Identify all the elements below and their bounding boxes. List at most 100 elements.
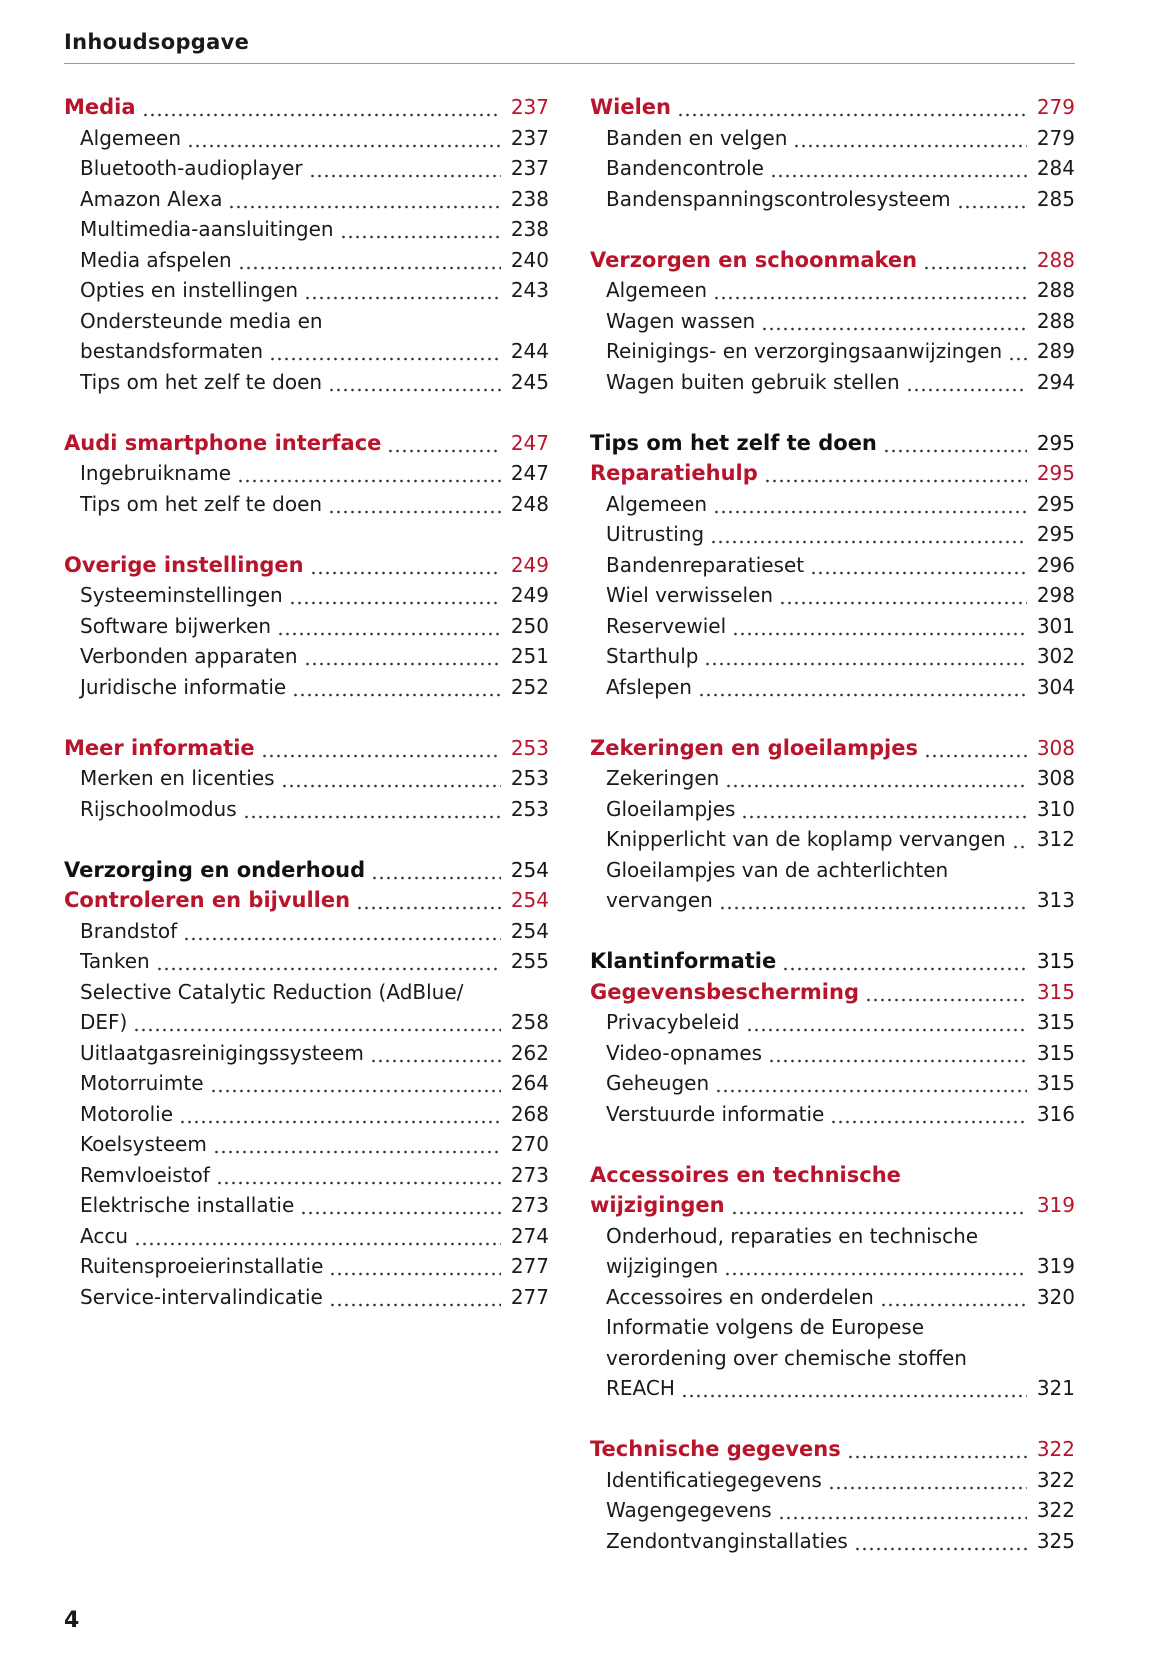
leader-dots	[846, 1434, 1027, 1465]
toc-entry: Informatie volgens de Europese	[590, 1312, 1075, 1343]
page-ref: 245	[510, 369, 549, 394]
page-ref: 284	[1036, 156, 1075, 180]
page-ref: 254	[510, 857, 549, 882]
page-ref: 288	[1036, 247, 1075, 272]
leader-dots	[956, 183, 1027, 214]
leader-dots	[745, 1007, 1027, 1038]
leader-dots	[242, 793, 501, 824]
leader-dots	[387, 427, 501, 458]
leader-dots	[882, 427, 1027, 458]
entry-text: wijzigingen	[590, 1193, 725, 1217]
toc-heading: Meer informatie 253	[64, 732, 549, 763]
page-ref: 238	[510, 186, 549, 211]
toc-entry: Wagengegevens 322	[590, 1495, 1075, 1526]
entry-text: Wielen	[590, 95, 671, 119]
toc-entry: Zendontvanginstallaties 325	[590, 1525, 1075, 1556]
leader-dots	[141, 92, 501, 123]
entry-text: vervangen	[606, 888, 713, 912]
page-ref: 321	[1036, 1376, 1075, 1400]
toc-entry: Accessoires en onderdelen 320	[590, 1281, 1075, 1312]
page-ref: 308	[1036, 735, 1075, 760]
page-ref: 295	[1036, 461, 1075, 485]
leader-dots	[339, 214, 501, 245]
toc-entry: Motorolie 268	[64, 1098, 549, 1129]
entry-text: Gloeilampjes van de achterlichten	[606, 857, 949, 882]
toc-entry: Verbonden apparaten 251	[64, 641, 549, 672]
toc-column: Wielen 279 Banden en velgen 279 Bandencontro…	[590, 92, 1075, 1556]
leader-dots	[879, 1281, 1027, 1312]
leader-dots	[853, 1525, 1027, 1556]
entry-text: Algemeen	[606, 278, 708, 302]
entry-text: Technische gegevens	[590, 1437, 841, 1461]
leader-dots	[304, 275, 501, 306]
entry-text: Wagen wassen	[606, 308, 756, 333]
page-ref: 247	[510, 430, 549, 455]
leader-dots	[741, 793, 1027, 824]
entry-text: Reinigings- en verzorgingsaanwijzingen	[606, 339, 1003, 363]
leader-dots	[133, 1007, 501, 1038]
toc-entry: Algemeen 288	[590, 275, 1075, 306]
entry-text: Accessoires en technische	[590, 1162, 901, 1187]
entry-text: Klantinformatie	[590, 949, 777, 973]
toc-entry: Tanken 255	[64, 946, 549, 977]
leader-dots	[713, 488, 1027, 519]
page-ref: 312	[1036, 827, 1075, 851]
entry-text: Elektrische installatie	[80, 1193, 295, 1217]
toc-entry: Gloeilampjes van de achterlichten	[590, 855, 1075, 886]
toc-entry: Koelsysteem 270	[64, 1129, 549, 1160]
entry-text: Reparatiehulp	[590, 461, 758, 485]
entry-text: Service-intervalindicatie	[80, 1284, 323, 1309]
entry-text: Amazon Alexa	[80, 186, 223, 211]
entry-text: Ingebruikname	[80, 461, 232, 485]
leader-dots	[697, 671, 1027, 702]
leader-dots	[730, 1190, 1027, 1221]
page-ref: 304	[1036, 674, 1075, 699]
page-ref: 250	[510, 613, 549, 638]
entry-text: Bandenreparatieset	[606, 552, 805, 577]
entry-text: Verzorging en onderhoud	[64, 857, 366, 882]
toc-entry: Identificatiegegevens 322	[590, 1464, 1075, 1495]
toc-entry: Ingebruikname 247	[64, 458, 549, 489]
page-ref: 315	[1036, 1040, 1075, 1065]
page-ref: 237	[510, 156, 549, 180]
toc-entry: Tips om het zelf te doen 245	[64, 366, 549, 397]
toc-entry: Brandstof 254	[64, 915, 549, 946]
page-ref: 289	[1036, 339, 1075, 363]
entry-text: Bluetooth-audioplayer	[80, 156, 303, 180]
group-gap	[590, 916, 1075, 947]
page-ref: 252	[510, 674, 549, 699]
entry-text: Verzorgen en schoonmaken	[590, 247, 918, 272]
entry-text: Verbonden apparaten	[80, 644, 298, 668]
leader-dots	[292, 671, 501, 702]
entry-text: Juridische informatie	[80, 674, 287, 699]
toc-entry: Remvloeistof 273	[64, 1159, 549, 1190]
page-ref: 255	[510, 949, 549, 973]
group-gap	[590, 1404, 1075, 1435]
entry-text: Meer informatie	[64, 735, 255, 760]
leader-dots	[779, 580, 1027, 611]
entry-text: Tips om het zelf te doen	[80, 369, 323, 394]
entry-text: Koelsysteem	[80, 1132, 207, 1156]
page-ref: 308	[1036, 766, 1075, 790]
leader-dots	[923, 732, 1027, 763]
entry-text: Controleren en bijvullen	[64, 888, 351, 912]
page-ref: 248	[510, 491, 549, 516]
entry-text: Wagengegevens	[606, 1498, 772, 1522]
page-ref: 277	[510, 1254, 549, 1278]
entry-text: Tanken	[80, 949, 150, 973]
leader-dots	[923, 244, 1027, 275]
entry-text: Algemeen	[80, 125, 182, 150]
page-ref: 253	[510, 735, 549, 760]
toc-heading: Verzorgen en schoonmaken 288	[590, 244, 1075, 275]
toc-entry: Verstuurde informatie 316	[590, 1098, 1075, 1129]
group-gap	[590, 702, 1075, 733]
page-ref: 251	[510, 644, 549, 668]
entry-text: Zendontvanginstallaties	[606, 1528, 848, 1553]
page-ref: 262	[510, 1040, 549, 1065]
page-ref: 319	[1036, 1193, 1075, 1217]
entry-text: Motorruimte	[80, 1071, 204, 1095]
toc-entry: Algemeen 295	[590, 488, 1075, 519]
leader-dots	[905, 366, 1027, 397]
page-ref: 240	[510, 247, 549, 272]
entry-text: Rijschoolmodus	[80, 796, 237, 821]
